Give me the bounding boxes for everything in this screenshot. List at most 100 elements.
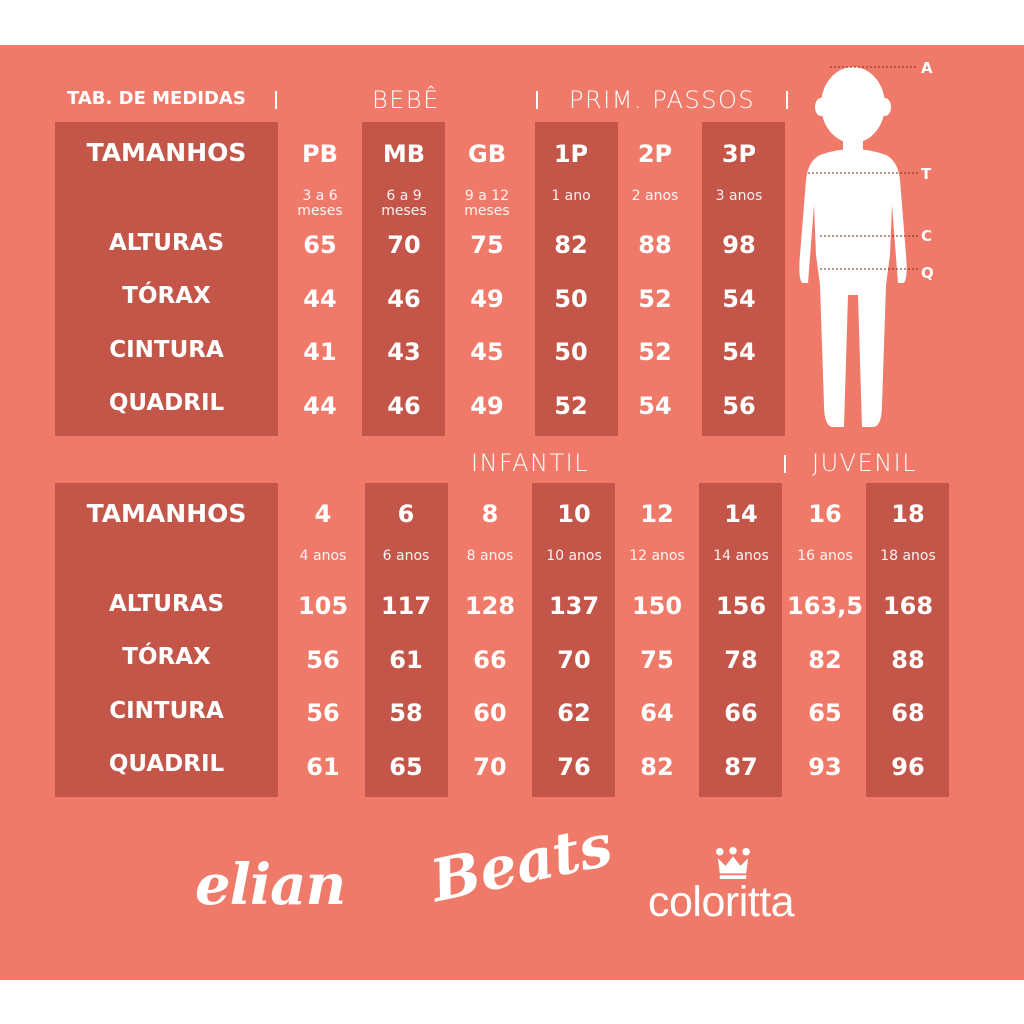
separator (536, 91, 538, 109)
hips-value: 87 (724, 753, 758, 781)
chest-value: 50 (554, 285, 588, 313)
hips-value: 70 (473, 753, 507, 781)
bottom-band-18 (866, 483, 949, 797)
height-value: 150 (631, 592, 683, 620)
age-label: 1 ano (551, 188, 591, 204)
age-label: meses (464, 203, 510, 219)
chest-value: 52 (638, 285, 672, 313)
age-label: 16 anos (797, 548, 853, 564)
bottom-band-10 (532, 483, 615, 797)
size-label: 3P (721, 140, 757, 168)
size-label: GB (468, 140, 506, 168)
waist-value: 58 (389, 699, 423, 727)
height-value: 65 (303, 231, 337, 259)
age-label: 3 anos (715, 188, 763, 204)
waist-value: 56 (306, 699, 340, 727)
chest-value: 82 (808, 646, 842, 674)
section-bebe: BEBÊ (372, 86, 440, 114)
chest-value: 56 (306, 646, 340, 674)
age-label: meses (381, 203, 427, 219)
waist-value: 68 (891, 699, 925, 727)
waist-value: 64 (640, 699, 674, 727)
age-label: 18 anos (880, 548, 936, 564)
size-label: 4 (314, 500, 332, 528)
section-prim-passos: PRIM. PASSOS (569, 86, 756, 114)
age-label: 12 anos (629, 548, 685, 564)
separator (786, 91, 788, 109)
age-label: 4 anos (299, 548, 347, 564)
section-juvenil: JUVENIL (812, 449, 918, 477)
row-label-waist: CINTURA (109, 337, 224, 363)
age-label: 6 a 9 (386, 188, 422, 204)
age-label: 3 a 6 (302, 188, 338, 204)
height-value: 88 (638, 231, 672, 259)
waist-value: 66 (724, 699, 758, 727)
separator (275, 91, 277, 109)
marker-q: Q (921, 264, 934, 282)
hips-value: 49 (470, 392, 504, 420)
chest-value: 54 (722, 285, 756, 313)
separator (784, 455, 786, 473)
size-label: 1P (553, 140, 589, 168)
row-label-heights: ALTURAS (108, 591, 225, 617)
table-title: TAB. DE MEDIDAS (67, 88, 246, 109)
age-label: 8 anos (466, 548, 514, 564)
chest-value: 78 (724, 646, 758, 674)
top-band-mb (362, 122, 445, 436)
height-value: 75 (470, 231, 504, 259)
size-label: 12 (640, 500, 674, 528)
child-silhouette-icon (799, 66, 918, 427)
hips-value: 93 (808, 753, 842, 781)
size-label: 2P (637, 140, 673, 168)
age-label: 10 anos (546, 548, 602, 564)
size-label: 16 (808, 500, 842, 528)
height-value: 70 (387, 231, 421, 259)
hips-value: 56 (722, 392, 756, 420)
row-label-waist: CINTURA (109, 698, 224, 724)
marker-a: A (921, 59, 933, 77)
size-label: 14 (724, 500, 758, 528)
age-label: 2 anos (631, 188, 679, 204)
crown-icon (716, 847, 750, 879)
size-label: MB (382, 140, 426, 168)
marker-t: T (921, 165, 932, 183)
waist-value: 54 (722, 338, 756, 366)
waist-value: 62 (557, 699, 591, 727)
height-value: 137 (548, 592, 600, 620)
hips-value: 76 (557, 753, 591, 781)
age-label: 14 anos (713, 548, 769, 564)
chest-value: 75 (640, 646, 674, 674)
elian-logo: elian (195, 852, 346, 918)
height-value: 128 (464, 592, 516, 620)
waist-value: 43 (387, 338, 421, 366)
height-value: 105 (297, 592, 349, 620)
top-label-band (55, 122, 278, 436)
height-value: 163,5 (787, 592, 863, 620)
age-label: 6 anos (382, 548, 430, 564)
waist-value: 50 (554, 338, 588, 366)
top-band-3p (702, 122, 785, 436)
bottom-band-14 (699, 483, 782, 797)
waist-value: 52 (638, 338, 672, 366)
height-value: 156 (715, 592, 767, 620)
section-infantil: INFANTIL (471, 449, 590, 477)
height-value: 168 (882, 592, 934, 620)
chest-value: 70 (557, 646, 591, 674)
chest-value: 49 (470, 285, 504, 313)
bottom-label-band (55, 483, 278, 797)
waist-value: 65 (808, 699, 842, 727)
size-label: 18 (891, 500, 925, 528)
height-value: 98 (722, 231, 756, 259)
hips-value: 52 (554, 392, 588, 420)
waist-value: 45 (470, 338, 504, 366)
size-label: 6 (397, 500, 415, 528)
coloritta-logo: coloritta (648, 878, 795, 926)
chest-value: 66 (473, 646, 507, 674)
chest-value: 88 (891, 646, 925, 674)
row-label-hips: QUADRIL (108, 390, 225, 416)
chest-value: 46 (387, 285, 421, 313)
age-label: meses (297, 203, 343, 219)
marker-c: C (921, 227, 933, 245)
hips-value: 46 (387, 392, 421, 420)
waist-value: 41 (303, 338, 337, 366)
